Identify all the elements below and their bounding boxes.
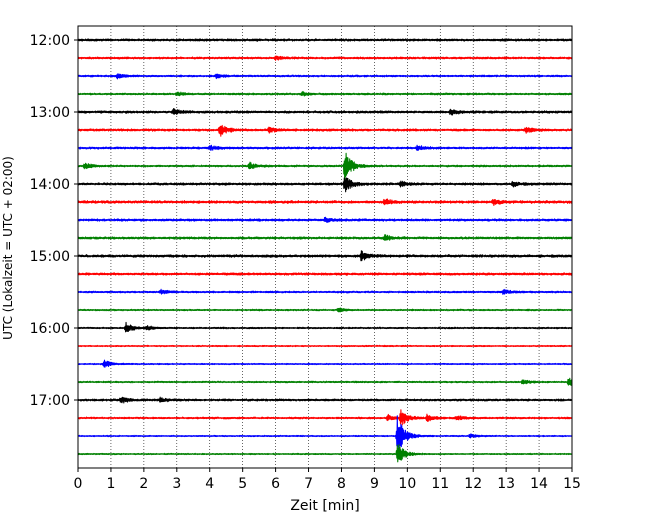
trace-1400: [78, 177, 572, 193]
trace-1745: [78, 444, 572, 463]
trace-1245: [78, 90, 572, 97]
trace-1545: [78, 307, 572, 313]
trace-1630: [78, 359, 572, 368]
x-axis-label: Zeit [min]: [290, 498, 359, 514]
trace-1300: [78, 107, 572, 116]
x-tick-label: 2: [139, 476, 148, 492]
x-tick-label: 9: [370, 476, 379, 492]
trace-1330: [78, 144, 572, 151]
x-tick-label: 15: [563, 476, 581, 492]
trace-1500: [78, 250, 572, 262]
trace-1600: [78, 321, 572, 333]
x-tick-label: 3: [172, 476, 181, 492]
trace-1730: [78, 415, 572, 451]
x-tick-label: 11: [431, 476, 449, 492]
x-tick-label: 6: [271, 476, 280, 492]
trace-1415: [78, 198, 572, 207]
trace-1215: [78, 55, 572, 61]
x-tick-label: 10: [398, 476, 416, 492]
x-tick-label: 0: [74, 476, 83, 492]
y-tick-label: 13:00: [30, 105, 70, 121]
trace-1515: [78, 272, 572, 276]
x-tick-label: 14: [530, 476, 548, 492]
x-tick-label: 5: [238, 476, 247, 492]
x-tick-label: 12: [464, 476, 482, 492]
x-tick-label: 7: [304, 476, 313, 492]
trace-1345: [78, 152, 572, 185]
y-tick-label: 17:00: [30, 393, 70, 409]
y-tick-label: 16:00: [30, 321, 70, 337]
plot-frame: [77, 25, 573, 469]
x-tick-label: 8: [337, 476, 346, 492]
trace-1645: [78, 377, 572, 386]
traces: [78, 38, 572, 463]
x-axis-ticks: 0 1 2 3 4 5 6 7 8 9 10 11 12 13 14 15: [74, 468, 581, 492]
y-tick-label: 15:00: [30, 249, 70, 265]
trace-1230: [78, 73, 572, 80]
trace-1615: [78, 344, 572, 348]
trace-1430: [78, 216, 572, 223]
y-axis-ticks: 12:00 13:00 14:00 15:00 16:00 17:00: [30, 33, 78, 409]
trace-1530: [78, 288, 572, 295]
trace-1200: [78, 38, 572, 42]
trace-1715: [78, 409, 572, 426]
y-tick-label: 14:00: [30, 177, 70, 193]
trace-1445: [78, 234, 572, 241]
y-tick-label: 12:00: [30, 33, 70, 49]
trace-1315: [78, 124, 572, 137]
x-tick-label: 13: [497, 476, 515, 492]
x-tick-label: 4: [205, 476, 214, 492]
trace-1700: [78, 396, 572, 404]
x-tick-label: 1: [106, 476, 115, 492]
grid: [110, 26, 540, 468]
y-axis-label: UTC (Lokalzeit = UTC + 02:00): [1, 156, 15, 340]
